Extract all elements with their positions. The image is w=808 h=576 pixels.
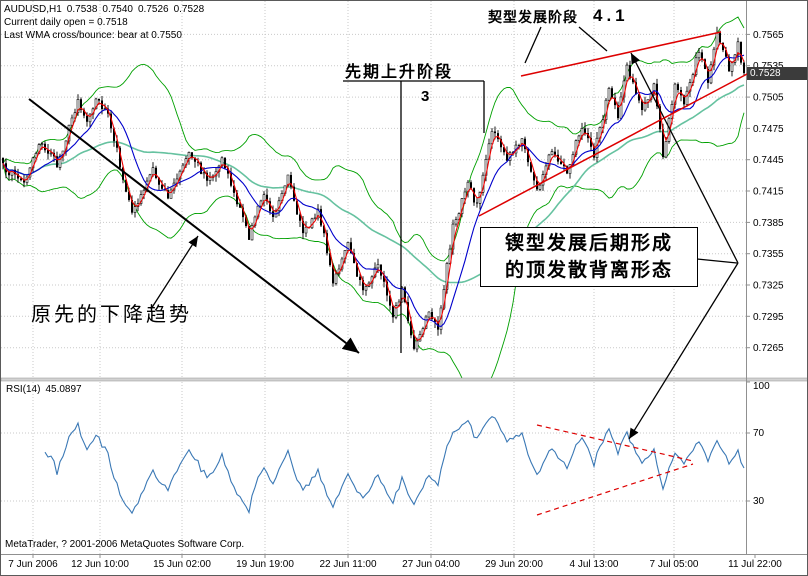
annotation-wedge-stage: 契型发展阶段	[488, 9, 578, 25]
annotation-line	[524, 26, 542, 64]
current-price-tag: 0.7528	[747, 67, 807, 80]
rsi-line	[44, 415, 745, 515]
quote-close: 0.7528	[173, 4, 205, 15]
wma-signal-note: Last WMA cross/bounce: bear at 0.7550	[4, 30, 182, 41]
time-label: 19 Jun 19:00	[236, 559, 294, 570]
price-scale-label: 0.7445	[753, 155, 784, 166]
price-pane	[2, 16, 745, 378]
annotation-4-1: 4.1	[593, 6, 629, 25]
annotation-line	[520, 31, 722, 77]
annotation-line	[478, 72, 750, 217]
time-label: 7 Jul 05:00	[649, 559, 699, 570]
time-label: 27 Jun 04:00	[402, 559, 460, 570]
price-scale-label: 0.7475	[753, 124, 784, 135]
time-label: 12 Jun 10:00	[71, 559, 129, 570]
time-label: 29 Jun 20:00	[485, 559, 543, 570]
annotation-line	[536, 463, 694, 516]
fast-wma-line	[2, 42, 745, 341]
annotation-line	[28, 98, 360, 354]
quote-line: AUDUSD,H1 0.7538 0.7540 0.7526 0.7528	[4, 4, 209, 15]
time-label: 15 Jun 02:00	[153, 559, 211, 570]
medium-ma-line	[2, 54, 745, 327]
annotation-line	[578, 26, 608, 52]
grid	[1, 1, 746, 554]
price-scale-label: 0.7265	[753, 343, 784, 354]
quote-open: 0.7538	[66, 4, 98, 15]
slow-ma-line	[2, 84, 745, 284]
symbol-label: AUDUSD,H1	[4, 4, 62, 15]
rsi-scale-label: 30	[753, 496, 765, 507]
annotation-lines	[28, 26, 750, 516]
bollinger-upper-line	[2, 16, 745, 262]
price-scale-label: 0.7355	[753, 249, 784, 260]
annotation-rally-stage: 先期上升阶段	[345, 64, 454, 81]
price-scale-label: 0.7325	[753, 281, 784, 292]
time-label: 7 Jun 2006	[8, 559, 58, 570]
rsi-name: RSI(14)	[6, 384, 41, 395]
time-scale[interactable]: 7 Jun 2006 12 Jun 10:00 15 Jun 02:00 19 Jun…	[1, 557, 807, 575]
price-scale-label: 0.7505	[753, 93, 784, 104]
annotation-3: 3	[421, 88, 430, 105]
divergence-note-line1: 锲型发展后期形成	[504, 233, 673, 254]
annotation-line	[150, 235, 199, 310]
pane-separators	[1, 1, 808, 558]
rsi-scale-label: 70	[753, 428, 765, 439]
annotation-line	[696, 258, 738, 264]
annotation-downtrend: 原先的下降趋势	[31, 304, 192, 326]
price-scale-label: 0.7565	[753, 30, 784, 41]
quote-low: 0.7526	[137, 4, 169, 15]
rsi-pane	[44, 415, 745, 515]
time-label: 4 Jul 13:00	[569, 559, 619, 570]
time-label: 11 Jul 22:00	[728, 559, 782, 570]
rsi-scale-label: 100	[753, 381, 770, 392]
price-scale-label: 0.7535	[753, 61, 784, 72]
pane-splitter[interactable]	[1, 377, 808, 382]
price-scale-label: 0.7385	[753, 218, 784, 229]
price-scale-label: 0.7295	[753, 312, 784, 323]
annotation-line	[628, 262, 739, 440]
rsi-indicator-label: RSI(14) 45.0897	[6, 384, 87, 395]
price-scale[interactable]: 0.7565 0.7535 0.7505 0.7475 0.7445 0.7415 0.73…	[746, 30, 784, 507]
divergence-note-line2: 的顶发散背离形态	[504, 260, 673, 281]
daily-open-note: Current daily open = 0.7518	[4, 17, 128, 28]
divergence-note-box: 锲型发展后期形成 的顶发散背离形态	[480, 227, 698, 287]
price-scale-label: 0.7415	[753, 187, 784, 198]
copyright-label: MetaTrader, ? 2001-2006 MetaQuotes Softw…	[5, 539, 245, 550]
annotation-line	[630, 52, 739, 264]
time-label: 22 Jun 11:00	[319, 559, 377, 570]
quote-high: 0.7540	[102, 4, 133, 15]
rsi-value: 45.0897	[45, 384, 82, 395]
